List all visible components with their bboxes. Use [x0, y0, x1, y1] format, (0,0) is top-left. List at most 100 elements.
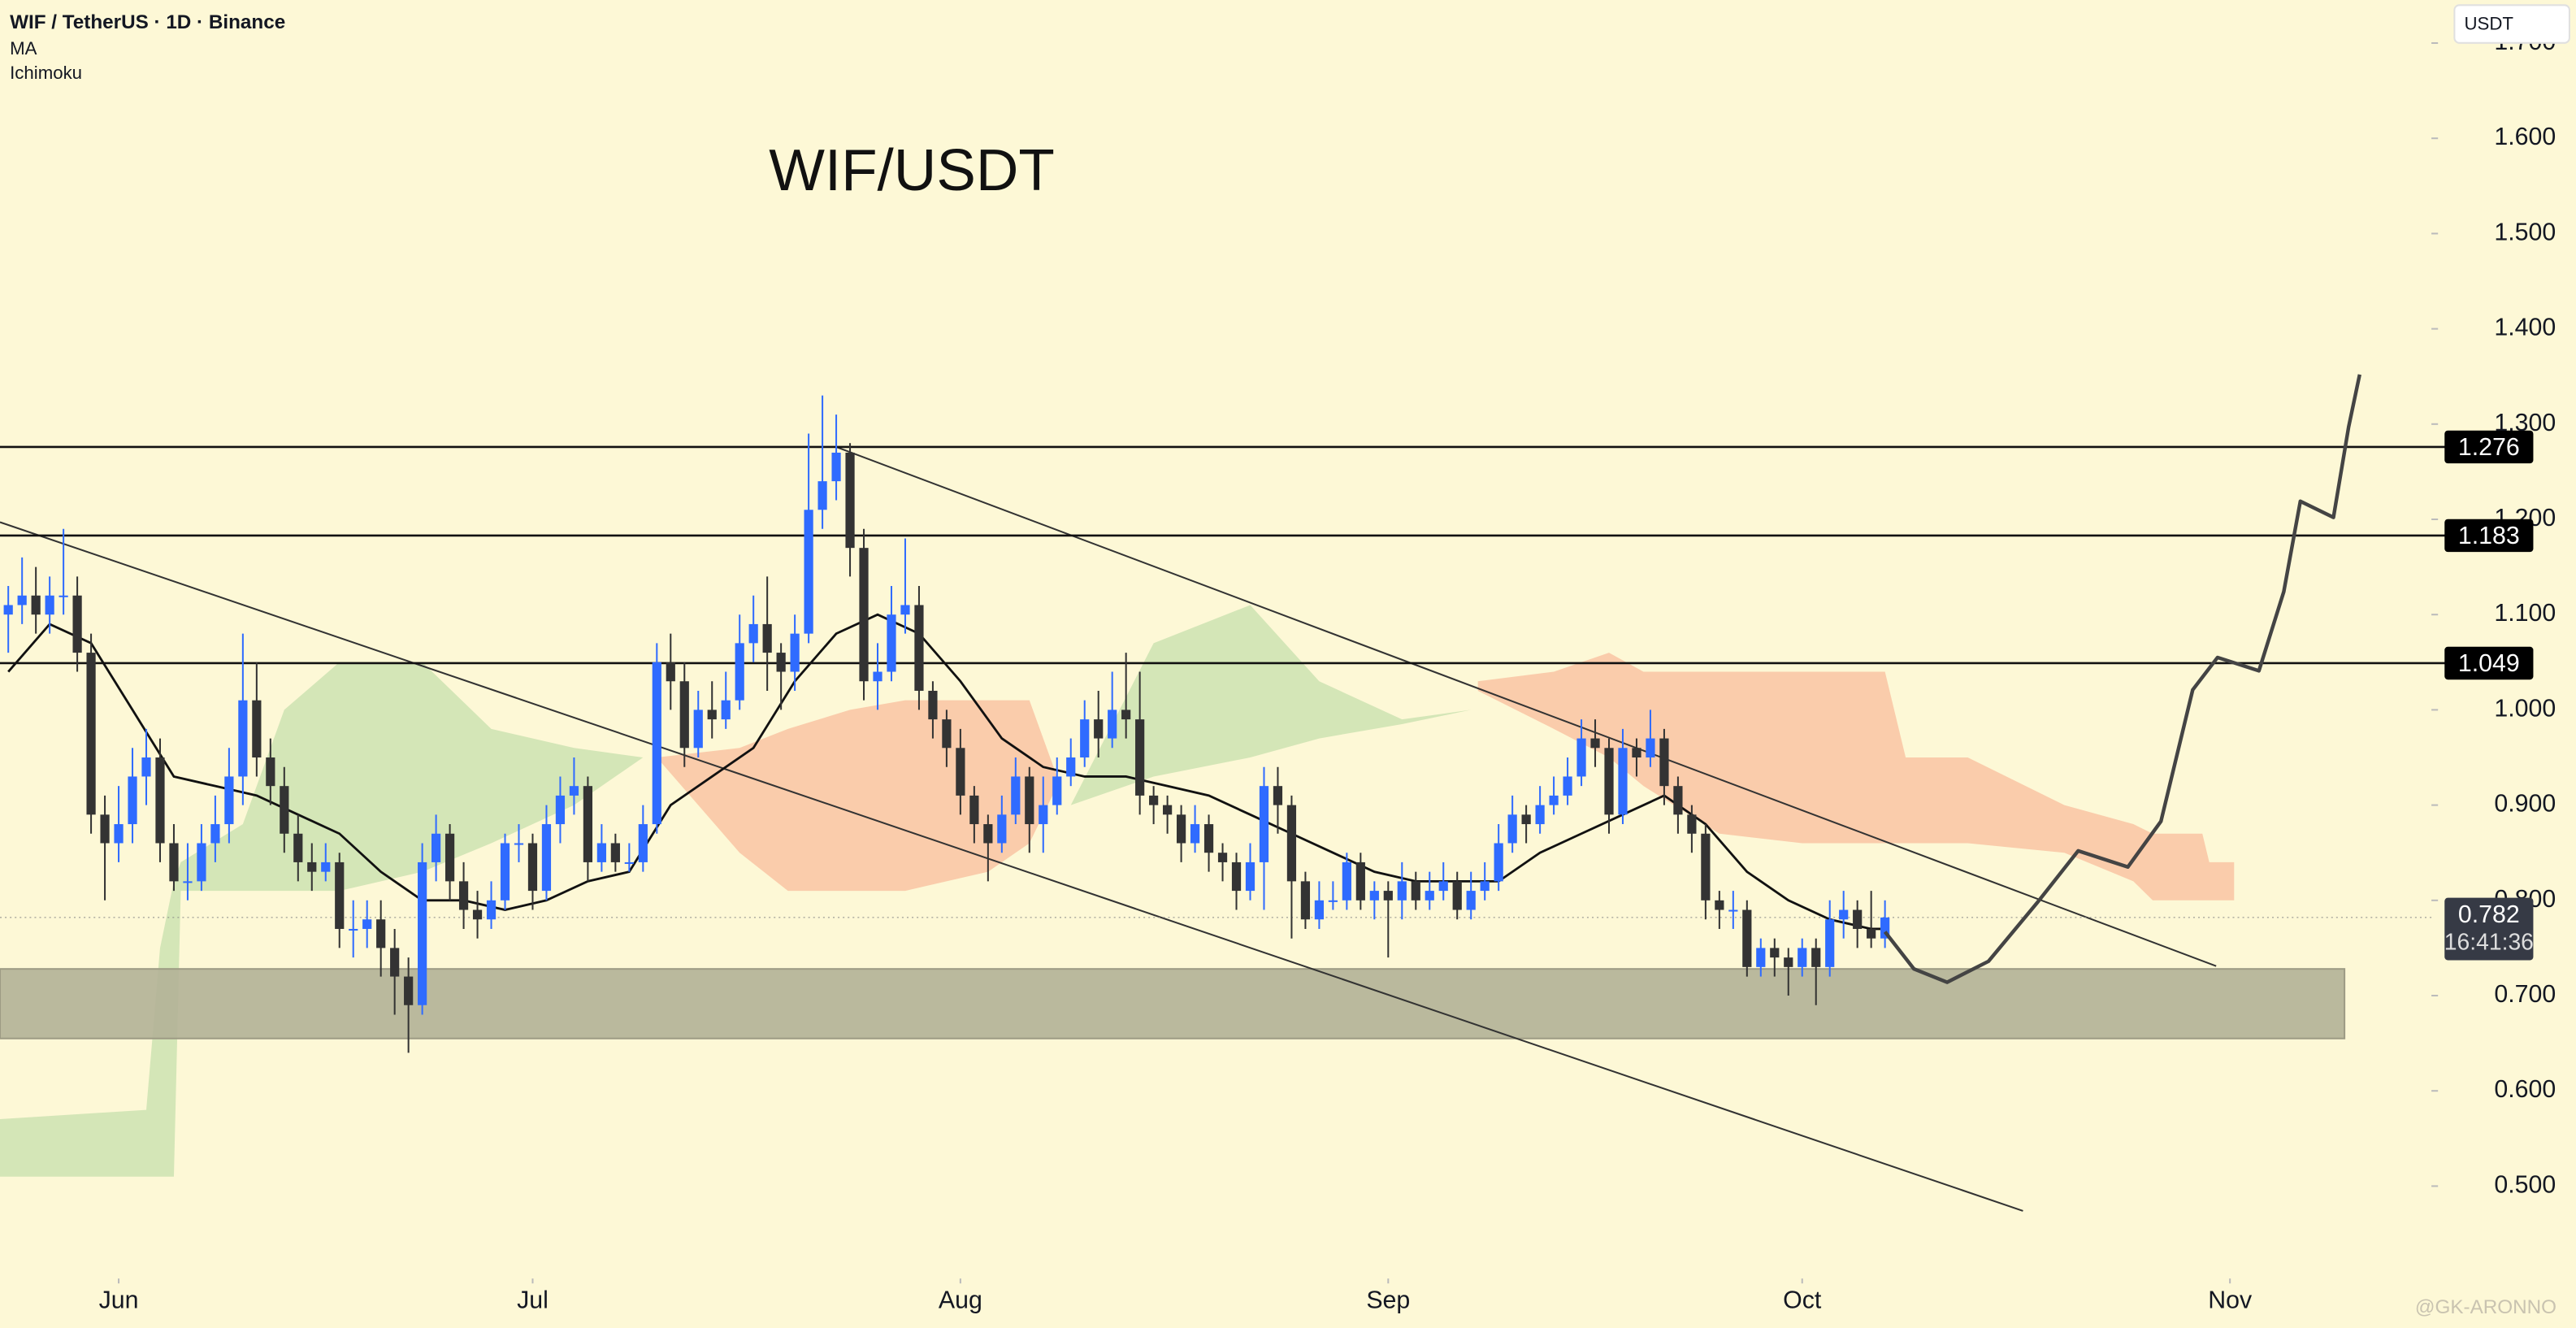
candle-body — [252, 700, 262, 758]
level-label: 1.049 — [2458, 650, 2520, 677]
candle-body — [141, 757, 151, 777]
x-tick-label: Oct — [1783, 1287, 1822, 1313]
candle-body — [1342, 861, 1351, 901]
candle-body — [914, 605, 924, 691]
candle-body — [969, 795, 979, 825]
candle-body — [997, 814, 1007, 844]
candle-body — [1646, 738, 1655, 758]
candle-body — [1604, 748, 1614, 815]
plot-area — [0, 374, 2448, 1212]
candle-body — [762, 623, 772, 653]
candle-body — [1190, 824, 1200, 844]
level-label-box — [2444, 430, 2534, 464]
candle-body — [1355, 861, 1365, 901]
candle-body — [1314, 900, 1325, 920]
candle-body — [514, 843, 524, 845]
candle-body — [569, 786, 579, 796]
candle-body — [1300, 881, 1311, 920]
x-tick-label: Jul — [517, 1287, 549, 1313]
candle-body — [1425, 891, 1434, 901]
last-price-box — [2444, 897, 2534, 961]
y-tick-label: 1.000 — [2494, 695, 2556, 722]
candle-body — [1011, 776, 1021, 815]
level-label: 1.183 — [2458, 523, 2520, 549]
y-tick-label: 0.500 — [2494, 1171, 2556, 1198]
candle-body — [707, 710, 717, 720]
candle-body — [1507, 814, 1517, 844]
x-tick-label: Jun — [99, 1287, 139, 1313]
candle-body — [817, 481, 827, 510]
candle-body — [1590, 738, 1600, 749]
candle-body — [748, 623, 758, 644]
candle-body — [1217, 853, 1228, 862]
level-label-box — [2444, 646, 2534, 680]
candle-body — [1494, 843, 1503, 882]
candle-body — [1576, 738, 1586, 777]
candle-body — [210, 824, 220, 844]
candle-body — [804, 510, 813, 634]
candle-body — [169, 843, 179, 882]
candle-body — [445, 833, 455, 882]
candle-body — [610, 843, 620, 862]
candle-body — [983, 824, 993, 844]
candle-body — [1176, 814, 1186, 844]
candle-body — [1149, 795, 1159, 805]
candle-body — [1466, 891, 1476, 910]
last-price-label: 0.782 — [2458, 901, 2520, 928]
candle-body — [1756, 948, 1766, 967]
candle-body — [224, 776, 234, 825]
candle-body — [1742, 909, 1752, 967]
candle-body — [1563, 776, 1572, 796]
candle-body — [1549, 795, 1559, 805]
candle-body — [1880, 917, 1890, 939]
candle-body — [1811, 948, 1821, 967]
candle-body — [307, 861, 317, 872]
candle-body — [1066, 757, 1076, 777]
y-tick-label: 1.400 — [2494, 315, 2556, 341]
candle-body — [1825, 919, 1835, 967]
candle-body — [390, 948, 400, 977]
candle-body — [596, 843, 606, 862]
currency-label[interactable]: USDT — [2465, 13, 2514, 33]
candle-body — [624, 861, 634, 864]
ichimoku-cloud — [0, 662, 644, 1177]
candle-body — [1480, 881, 1490, 892]
candle-body — [1673, 786, 1683, 815]
candle-body — [541, 824, 552, 892]
candle-body — [280, 786, 289, 834]
indicator-label: MA — [10, 38, 37, 59]
candle-body — [1231, 861, 1242, 892]
candle-body — [527, 843, 538, 892]
candle-body — [86, 653, 96, 815]
watermark: @GK-ARONNO — [2415, 1296, 2556, 1318]
level-label: 1.276 — [2458, 434, 2520, 461]
candle-body — [1535, 805, 1545, 825]
candle-body — [1701, 833, 1711, 901]
candle-body — [1397, 881, 1407, 901]
x-tick-label: Nov — [2208, 1287, 2253, 1313]
candle-body — [321, 861, 331, 872]
x-tick-label: Aug — [939, 1287, 982, 1313]
candle-body — [693, 710, 703, 749]
candle-body — [1369, 891, 1379, 901]
candle-body — [555, 795, 566, 825]
candle-body — [114, 824, 124, 844]
candle-body — [1687, 814, 1697, 834]
candle-body — [1328, 900, 1338, 902]
candle-body — [1121, 710, 1131, 720]
support-zone — [0, 968, 2346, 1039]
currency-box[interactable] — [2453, 4, 2570, 44]
candle-body — [59, 595, 68, 597]
candle-body — [1632, 748, 1641, 758]
candle-body — [666, 662, 675, 682]
candle-body — [900, 605, 910, 615]
candle-body — [1839, 909, 1849, 920]
candle-body — [486, 900, 497, 920]
candle-body — [1163, 805, 1173, 815]
candle-body — [155, 757, 165, 844]
candle-body — [197, 843, 206, 882]
candle-body — [1025, 776, 1034, 825]
candle-body — [238, 700, 248, 777]
